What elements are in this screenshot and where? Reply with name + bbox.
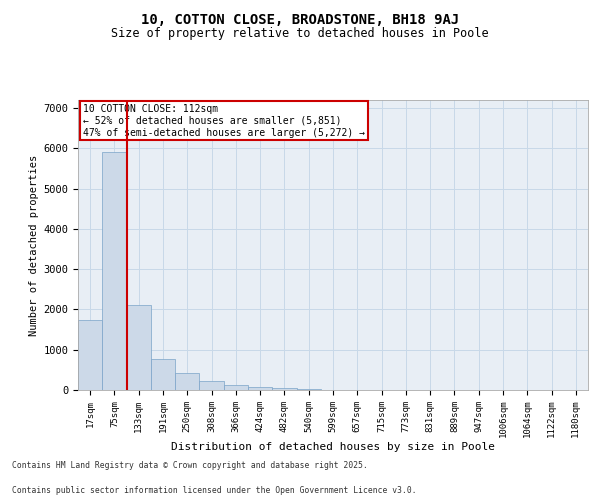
Bar	[175, 372, 199, 390]
Bar	[199, 380, 224, 390]
Y-axis label: Number of detached properties: Number of detached properties	[29, 154, 39, 336]
Text: Contains HM Land Registry data © Crown copyright and database right 2025.: Contains HM Land Registry data © Crown c…	[12, 461, 368, 470]
Bar	[224, 385, 248, 390]
Bar	[248, 387, 272, 390]
Bar	[78, 320, 102, 390]
Bar	[151, 358, 175, 390]
Bar	[296, 389, 321, 390]
Bar	[127, 306, 151, 390]
Text: 10, COTTON CLOSE, BROADSTONE, BH18 9AJ: 10, COTTON CLOSE, BROADSTONE, BH18 9AJ	[141, 12, 459, 26]
Text: 10 COTTON CLOSE: 112sqm
← 52% of detached houses are smaller (5,851)
47% of semi: 10 COTTON CLOSE: 112sqm ← 52% of detache…	[83, 104, 365, 138]
X-axis label: Distribution of detached houses by size in Poole: Distribution of detached houses by size …	[171, 442, 495, 452]
Bar	[102, 152, 127, 390]
Text: Size of property relative to detached houses in Poole: Size of property relative to detached ho…	[111, 28, 489, 40]
Bar	[272, 388, 296, 390]
Text: Contains public sector information licensed under the Open Government Licence v3: Contains public sector information licen…	[12, 486, 416, 495]
